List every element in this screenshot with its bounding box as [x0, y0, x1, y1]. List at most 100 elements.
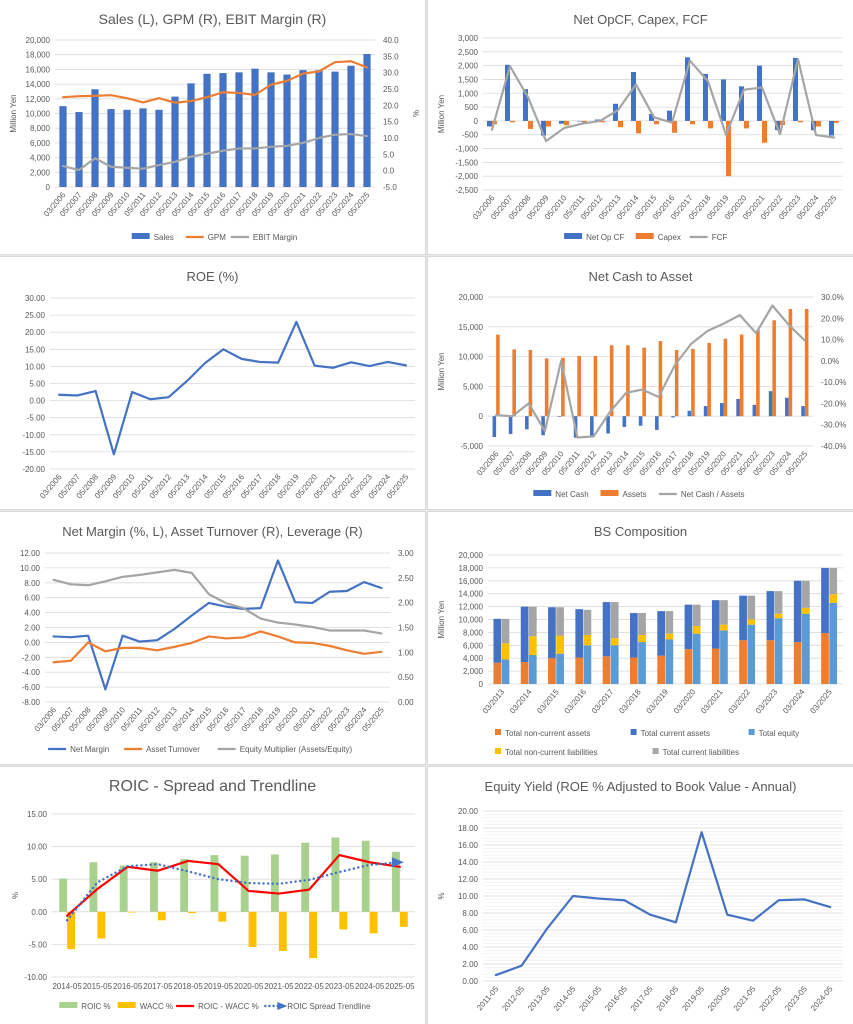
- y-tick-label: 5.00: [31, 875, 47, 884]
- bar-sales: [331, 71, 339, 187]
- y-axis-label: Million Yen: [437, 600, 446, 638]
- legend-item-fcf: FCF: [689, 233, 727, 242]
- bar-total-current-assets: [602, 602, 611, 657]
- bar-sales: [347, 65, 355, 187]
- x-tick-label: 03/2020: [672, 687, 698, 715]
- x-tick-label: 03/2015: [535, 687, 561, 715]
- bar-wacc: [339, 911, 348, 930]
- x-tick-label: 03/2017: [590, 687, 616, 715]
- legend-item-roic-spread-trendline: ROIC Spread Trendline: [264, 1002, 371, 1011]
- bar-assets: [561, 357, 565, 417]
- x-tick-label: 2018-05: [173, 982, 203, 991]
- x-tick-label: 2023-05: [325, 982, 355, 991]
- y-tick-label: 25.00: [25, 311, 46, 320]
- gridlines: [45, 552, 390, 703]
- y2-tick-label: -5.0: [383, 183, 397, 192]
- x-tick-label: 03/2025: [808, 687, 834, 715]
- x-tick-label: 2020-05: [706, 984, 732, 1013]
- y-tick-label: -4.00: [22, 668, 41, 677]
- bar-total-non-current-liabilities: [720, 624, 728, 631]
- y-tick-label: 10,000: [459, 616, 484, 625]
- bar-total-current-assets: [493, 618, 502, 663]
- bar-net-op-cf: [756, 65, 762, 121]
- bar-net-op-cf: [522, 89, 528, 121]
- bar-roic: [361, 840, 370, 912]
- y-tick-label: 10.00: [25, 362, 46, 371]
- legend-label: Net Cash: [555, 490, 588, 499]
- y-tick-label: 0.00: [24, 638, 40, 647]
- bar-assets: [609, 345, 614, 417]
- bar-net-cash: [622, 416, 627, 427]
- bar-capex: [672, 120, 678, 133]
- y-tick-label: -15.00: [22, 448, 45, 457]
- bar-sales: [235, 72, 243, 187]
- panel-bs-composition: BS Composition 0 2,000 4,000 6,000 8,000 10,00…: [428, 512, 853, 764]
- bar-net-cash: [768, 391, 773, 417]
- x-tick-label: 2014-05: [52, 982, 82, 991]
- line-net-cash-assets: [495, 304, 806, 439]
- legend-swatch: [652, 748, 659, 754]
- bar-capex: [744, 120, 750, 129]
- bar-total-current-assets: [684, 604, 693, 650]
- y2-tick-label: 40.0: [383, 36, 399, 45]
- bar-assets: [528, 350, 533, 417]
- y-tick-label: 4.00: [24, 609, 40, 618]
- legend: Sales GPM EBIT Margin: [131, 233, 297, 242]
- bar-total-current-assets: [520, 606, 529, 663]
- bar-total-current-liabilities: [528, 606, 537, 637]
- legend: Total non-current assets Total current as…: [495, 729, 799, 757]
- bar-total-current-liabilities: [802, 580, 810, 608]
- bar-net-cash: [638, 416, 643, 426]
- legend-label: EBIT Margin: [253, 233, 297, 242]
- bar-capex: [726, 120, 732, 177]
- chart-title: Sales (L), GPM (R), EBIT Margin (R): [99, 11, 327, 27]
- bar-net-cash: [785, 397, 789, 417]
- x-tick-label: 2023-05: [783, 984, 809, 1013]
- x-tick-label: 2011-05: [475, 984, 501, 1012]
- panel-dupont: Net Margin (%, L), Asset Turnover (R), L…: [0, 512, 425, 764]
- line-gpm: [61, 60, 369, 104]
- bar-sales: [59, 106, 67, 187]
- bar-net-op-cf: [792, 57, 798, 121]
- legend-label: Capex: [658, 233, 681, 242]
- x-tick-label: 2021-05: [264, 982, 294, 991]
- bar-net-cash: [687, 410, 692, 417]
- y-tick-label: -1,500: [455, 158, 478, 167]
- bar-net-op-cf: [666, 110, 672, 121]
- y-tick-label: -1,000: [455, 145, 478, 154]
- y-tick-label: 14.00: [458, 858, 479, 867]
- x-tick-label: 2015-05: [577, 984, 603, 1013]
- y-tick-label: 12,000: [459, 603, 484, 612]
- x-tick-label: 2024-05: [355, 982, 385, 991]
- bar-total-equity: [501, 659, 510, 684]
- x-tick-label: 2019-05: [680, 984, 706, 1013]
- bar-sales: [139, 108, 147, 187]
- x-tick-label: 2016-05: [603, 984, 629, 1013]
- y-tick-label: 20,000: [26, 36, 51, 45]
- y-tick-label: 2,000: [463, 667, 484, 676]
- bar-sales: [363, 53, 371, 188]
- bar-net-cash: [492, 416, 497, 438]
- bar-sales: [219, 73, 227, 187]
- bar-net-op-cf: [738, 86, 744, 121]
- legend-label: Net Cash / Assets: [681, 490, 745, 499]
- chart-roe: ROE (%) -20.00 -15.00 -10.00 -5.00 0.00 5.00 10…: [22, 269, 415, 500]
- bar-total-current-assets: [766, 591, 775, 641]
- y-tick-label: 14,000: [459, 590, 484, 599]
- bar-assets: [772, 320, 776, 417]
- y2-tick-label: 20.0%: [821, 314, 844, 323]
- y-tick-label: 12,000: [26, 95, 51, 104]
- y2-tick-label: 30.0%: [821, 293, 844, 302]
- y-tick-label: 2,000: [458, 62, 479, 71]
- bar-assets: [691, 348, 695, 417]
- y-tick-label: -2.00: [22, 653, 41, 662]
- x-tick-label: 03/2023: [754, 687, 780, 715]
- bar-net-cash: [736, 398, 740, 417]
- bar-total-non-current-liabilities: [610, 638, 619, 646]
- x-tick-label: 2020-05: [234, 982, 264, 991]
- y-tick-label: 8,000: [463, 628, 484, 637]
- y-tick-label: 18,000: [459, 564, 484, 573]
- gridlines: [55, 39, 375, 188]
- bar-sales: [75, 112, 83, 187]
- y-tick-label: -10.00: [24, 973, 47, 982]
